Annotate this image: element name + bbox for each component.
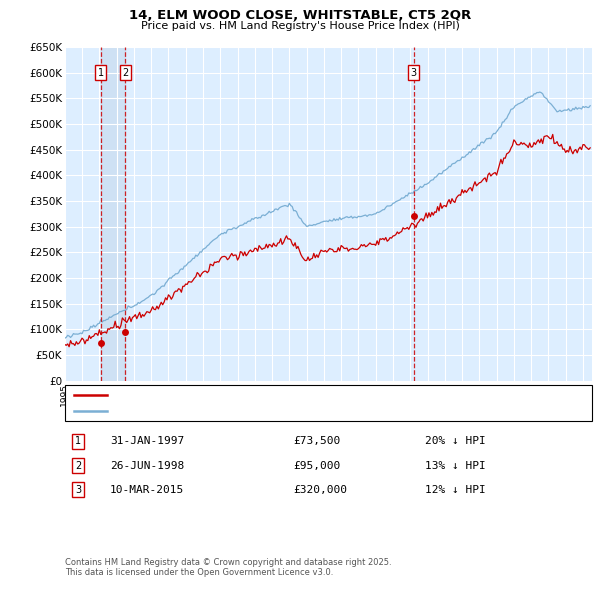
Text: 1: 1 <box>75 437 81 446</box>
Text: £95,000: £95,000 <box>293 461 340 470</box>
Text: 3: 3 <box>75 485 81 494</box>
Text: 12% ↓ HPI: 12% ↓ HPI <box>425 485 485 494</box>
Text: 1: 1 <box>98 68 104 78</box>
Text: 20% ↓ HPI: 20% ↓ HPI <box>425 437 485 446</box>
Text: HPI: Average price, detached house, Canterbury: HPI: Average price, detached house, Cant… <box>114 405 350 415</box>
Text: £73,500: £73,500 <box>293 437 340 446</box>
Text: Price paid vs. HM Land Registry's House Price Index (HPI): Price paid vs. HM Land Registry's House … <box>140 21 460 31</box>
Text: 2: 2 <box>75 461 81 470</box>
Text: 14, ELM WOOD CLOSE, WHITSTABLE, CT5 2QR (detached house): 14, ELM WOOD CLOSE, WHITSTABLE, CT5 2QR … <box>114 390 430 400</box>
Text: 2: 2 <box>122 68 128 78</box>
Text: 10-MAR-2015: 10-MAR-2015 <box>110 485 184 494</box>
Text: 13% ↓ HPI: 13% ↓ HPI <box>425 461 485 470</box>
Text: 31-JAN-1997: 31-JAN-1997 <box>110 437 184 446</box>
Text: 14, ELM WOOD CLOSE, WHITSTABLE, CT5 2QR: 14, ELM WOOD CLOSE, WHITSTABLE, CT5 2QR <box>129 9 471 22</box>
Text: Contains HM Land Registry data © Crown copyright and database right 2025.
This d: Contains HM Land Registry data © Crown c… <box>65 558 391 577</box>
Text: £320,000: £320,000 <box>293 485 347 494</box>
Text: 3: 3 <box>410 68 416 78</box>
Text: 26-JUN-1998: 26-JUN-1998 <box>110 461 184 470</box>
Bar <box>101 47 125 381</box>
